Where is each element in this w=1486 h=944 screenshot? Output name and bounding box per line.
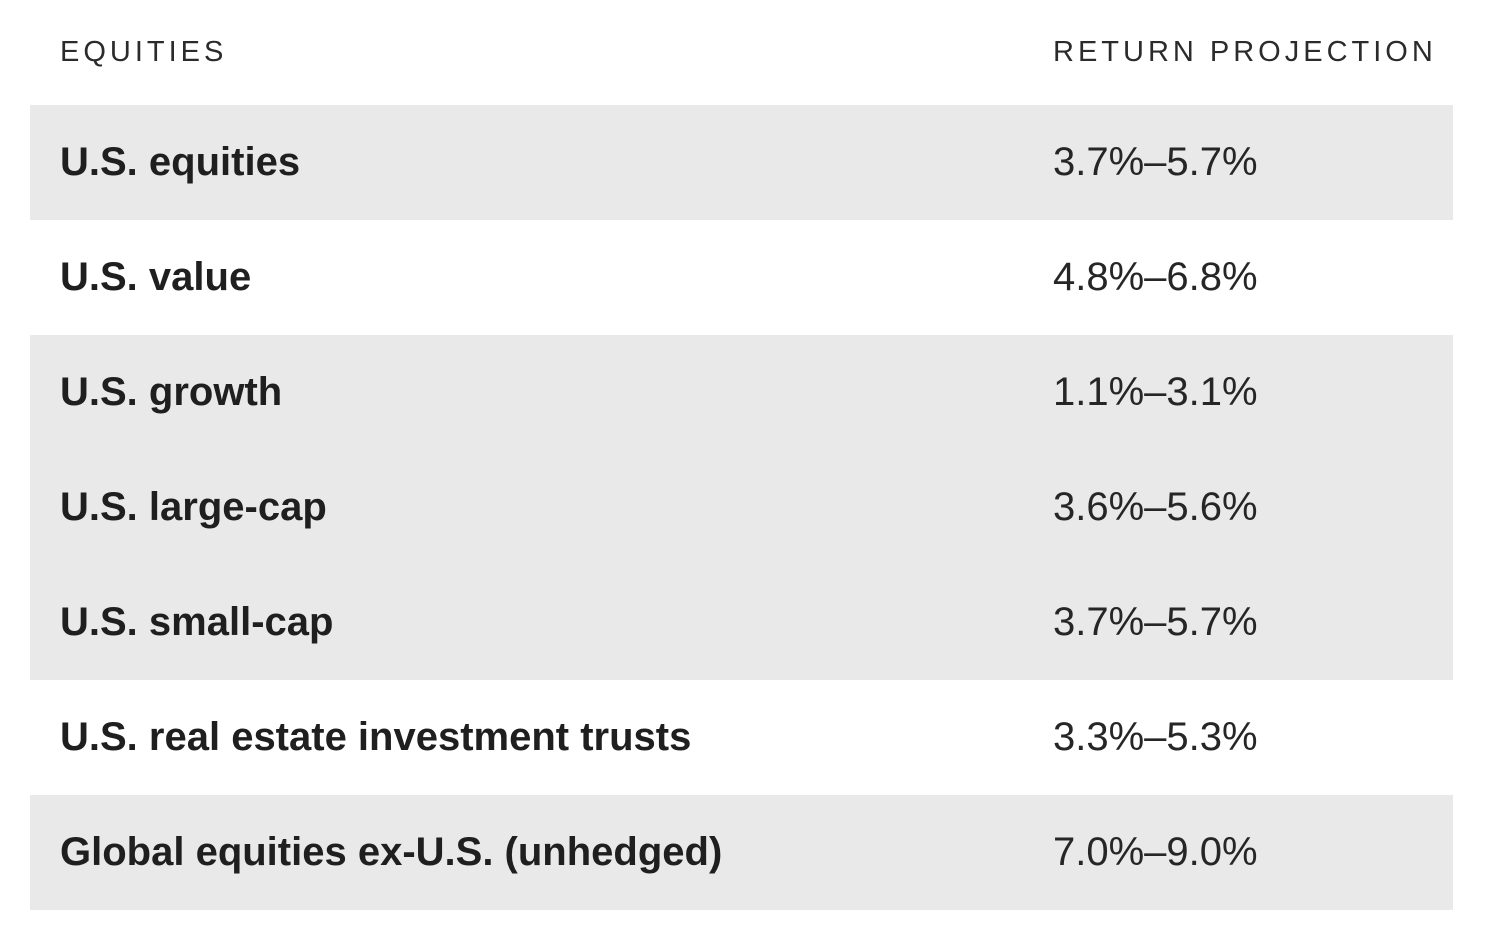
table-row: U.S. value 4.8%–6.8%: [30, 220, 1453, 335]
column-header-return-projection: RETURN PROJECTION: [1053, 36, 1437, 68]
table-header-row: EQUITIES RETURN PROJECTION: [30, 0, 1453, 105]
table-row: Global equities ex-U.S. (unhedged) 7.0%–…: [30, 795, 1453, 910]
projection-value: 3.6%–5.6%: [1053, 485, 1258, 529]
projection-value: 1.1%–3.1%: [1053, 370, 1258, 414]
asset-label: U.S. large-cap: [60, 485, 327, 529]
projection-value: 3.3%–5.3%: [1053, 715, 1258, 759]
asset-label: U.S. real estate investment trusts: [60, 715, 692, 759]
table-row: U.S. large-cap 3.6%–5.6%: [30, 450, 1453, 565]
projection-value: 4.8%–6.8%: [1053, 255, 1258, 299]
asset-label: U.S. small-cap: [60, 600, 334, 644]
projection-value: 3.7%–5.7%: [1053, 600, 1258, 644]
asset-label: U.S. growth: [60, 370, 283, 414]
table-row: U.S. real estate investment trusts 3.3%–…: [30, 680, 1453, 795]
table-row: U.S. growth 1.1%–3.1%: [30, 335, 1453, 450]
return-projection-table: EQUITIES RETURN PROJECTION U.S. equities…: [30, 0, 1453, 910]
asset-label: U.S. value: [60, 255, 252, 299]
projection-value: 7.0%–9.0%: [1053, 830, 1258, 874]
table-row: U.S. small-cap 3.7%–5.7%: [30, 565, 1453, 680]
asset-label: Global equities ex-U.S. (unhedged): [60, 830, 723, 874]
table-row: U.S. equities 3.7%–5.7%: [30, 105, 1453, 220]
table-body: U.S. equities 3.7%–5.7% U.S. value 4.8%–…: [30, 105, 1453, 910]
column-header-equities: EQUITIES: [60, 36, 228, 68]
asset-label: U.S. equities: [60, 140, 301, 184]
projection-value: 3.7%–5.7%: [1053, 140, 1258, 184]
